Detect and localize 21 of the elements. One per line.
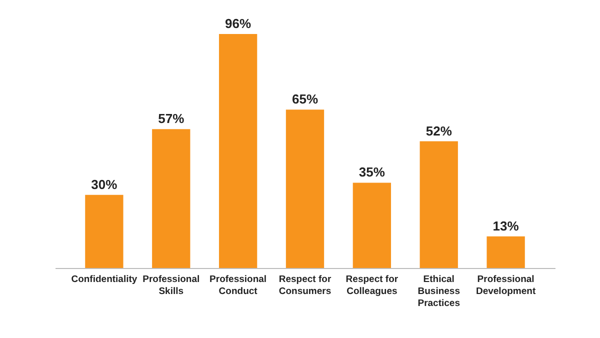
data-label: 13% <box>492 218 520 234</box>
bar <box>218 34 258 268</box>
bar <box>420 141 458 268</box>
data-label: 96% <box>225 16 252 31</box>
data-label: 52% <box>426 123 452 138</box>
x-tick-label: Professional Skills <box>142 274 200 297</box>
data-label: 30% <box>91 176 118 192</box>
bar <box>286 110 324 268</box>
x-tick-label: Respect for Consumers <box>278 274 332 297</box>
bar <box>85 194 124 268</box>
x-tick-label: Respect for Colleagues <box>346 274 398 297</box>
bar <box>352 182 392 268</box>
x-tick-label: Professional Conduct <box>210 274 267 297</box>
data-label: 57% <box>158 111 185 126</box>
x-tick-label: Ethical Business Practices <box>418 274 460 309</box>
bar <box>486 236 525 268</box>
x-tick-label: Confidentiality <box>71 274 138 285</box>
data-label: 35% <box>358 164 386 180</box>
bar <box>152 129 190 268</box>
x-tick-label: Professional Development <box>476 274 536 297</box>
data-label: 65% <box>292 92 318 107</box>
